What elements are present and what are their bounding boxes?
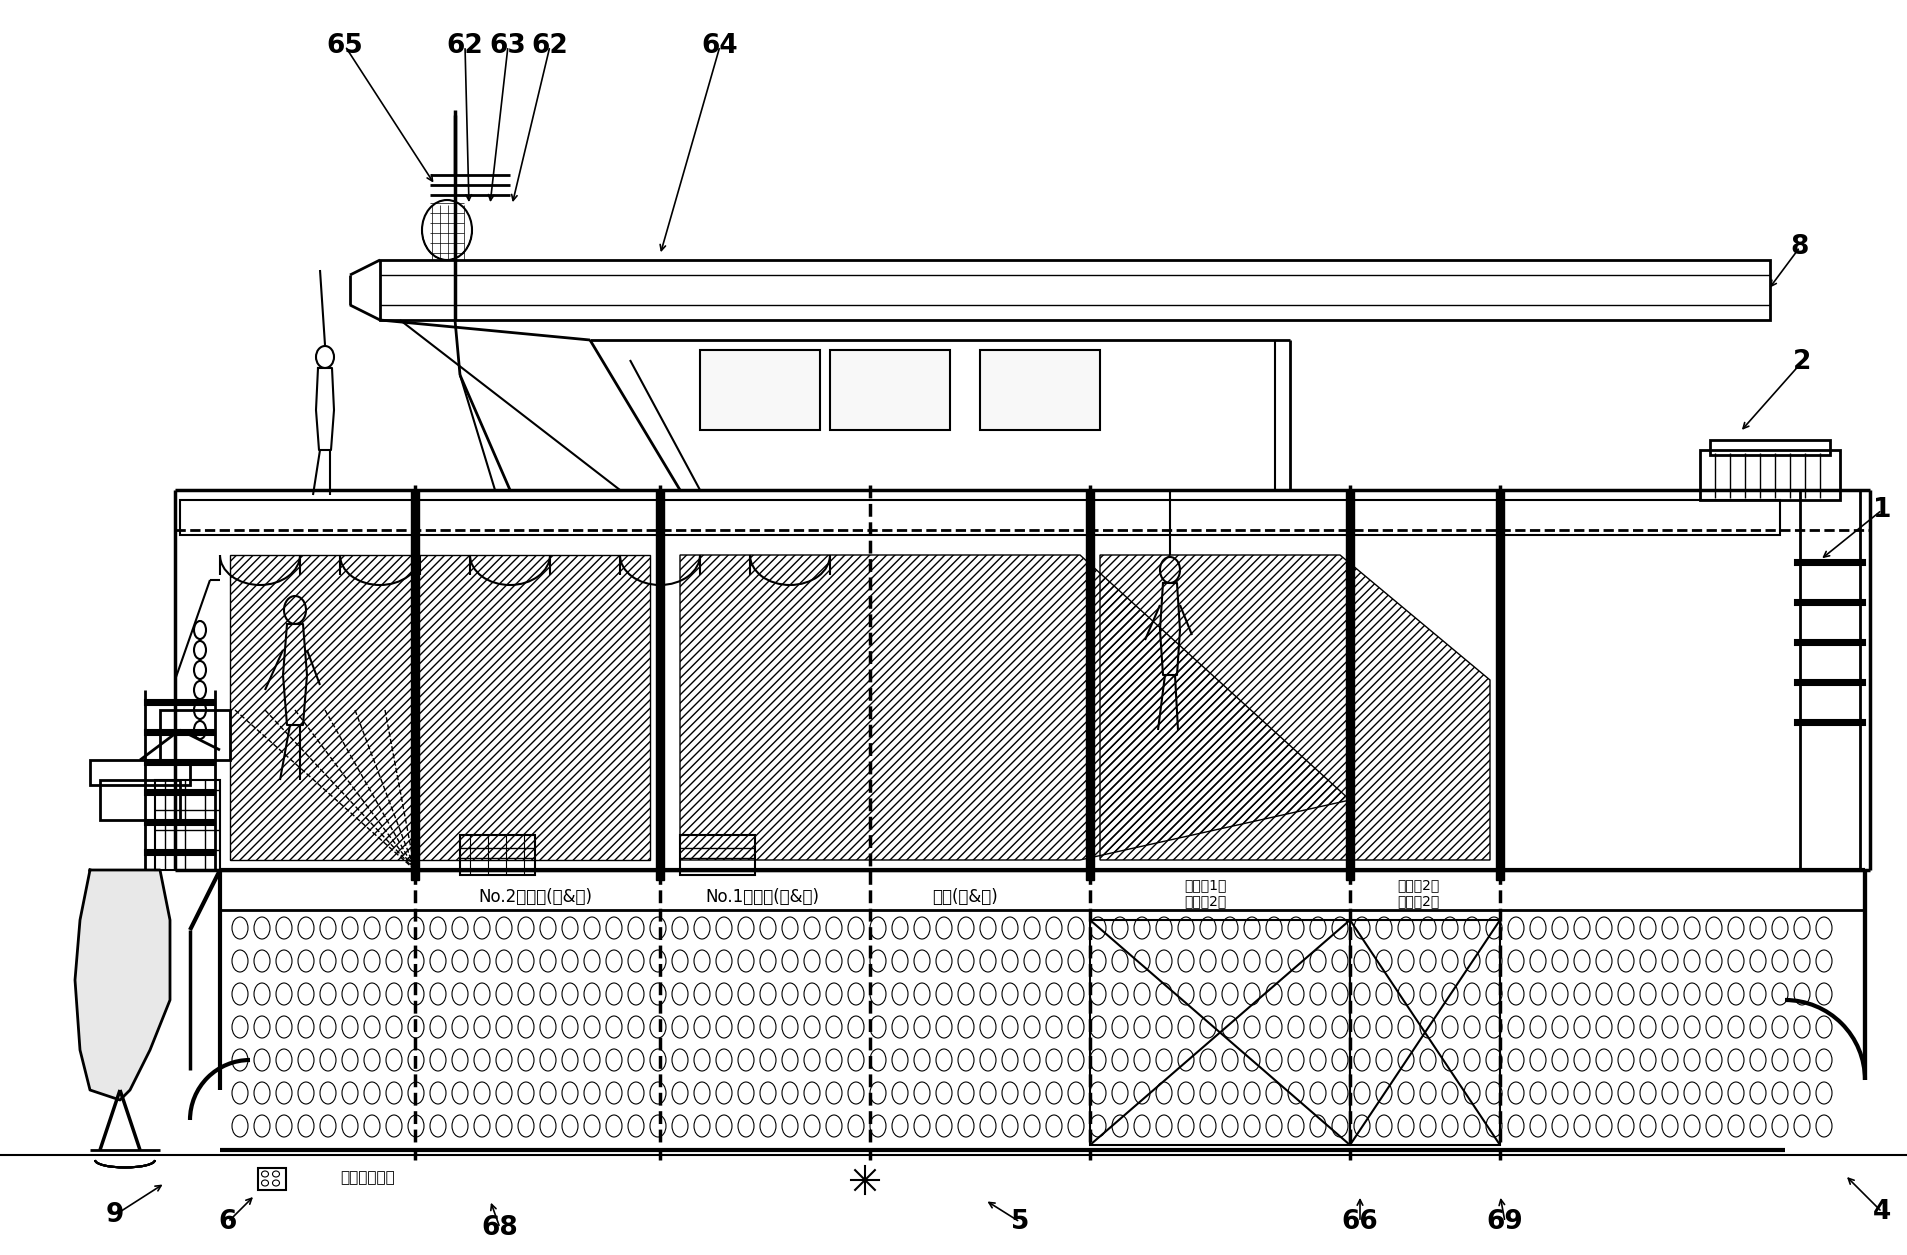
Text: 9: 9 [105,1202,124,1227]
Bar [145,730,215,735]
Text: 64: 64 [702,33,738,59]
Bar [1089,920,1350,1145]
Bar [145,820,215,825]
Bar [90,761,191,784]
Text: 4: 4 [1873,1199,1890,1225]
Text: 63: 63 [490,33,526,59]
Text: 66: 66 [1341,1209,1377,1235]
Bar [1794,560,1863,565]
Text: 泡沫发泡填充: 泡沫发泡填充 [339,1171,395,1186]
Bar [99,781,179,820]
Text: 1: 1 [1873,497,1890,523]
Text: 69: 69 [1486,1209,1522,1235]
Bar [154,781,219,870]
Text: 62: 62 [532,33,568,59]
Bar [460,835,534,875]
Bar [179,499,1779,535]
Bar [1794,720,1863,725]
Bar [1350,920,1499,1145]
Bar [145,761,215,766]
Text: 空舱(左&右): 空舱(左&右) [933,889,997,906]
Text: 8: 8 [1791,233,1808,260]
Bar [1794,600,1863,605]
Text: 6: 6 [219,1209,236,1235]
Bar [257,1168,286,1190]
Text: 62: 62 [446,33,482,59]
Bar [980,350,1100,430]
Text: 65: 65 [326,33,362,59]
Bar [145,700,215,705]
Bar [1344,489,1354,880]
Bar [1798,489,1859,870]
Bar [1495,489,1503,880]
Bar [700,350,820,430]
Text: No.1电池舱(左&右): No.1电池舱(左&右) [704,889,818,906]
Text: 68: 68 [481,1215,519,1241]
Bar [1794,680,1863,685]
Bar [830,350,950,430]
Bar [1699,451,1838,499]
Bar [679,835,755,875]
Bar [1709,441,1829,456]
Bar [145,850,215,855]
Bar [145,789,215,794]
Bar [656,489,664,880]
Text: 淡水柜1仓
淡水柜2仓: 淡水柜1仓 淡水柜2仓 [1182,878,1226,909]
Polygon shape [74,870,170,1099]
Bar [160,710,231,761]
Bar [410,489,420,880]
Bar [1085,489,1093,880]
Text: No.2电池舱(左&右): No.2电池舱(左&右) [479,889,591,906]
Bar [379,260,1770,320]
Bar [1794,640,1863,645]
Text: 淡水柜2仓
淡水柜2仓: 淡水柜2仓 淡水柜2仓 [1396,878,1438,909]
Text: 2: 2 [1793,349,1810,375]
Text: 5: 5 [1011,1209,1028,1235]
